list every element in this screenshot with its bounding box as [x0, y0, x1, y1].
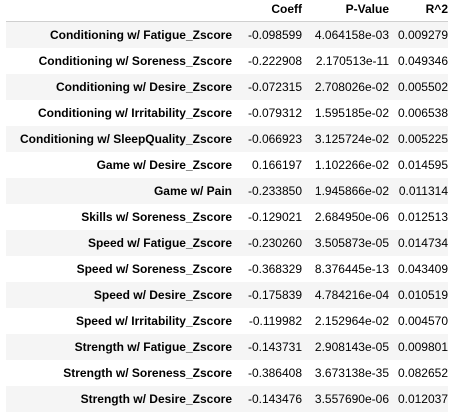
row-label: Strength w/ Desire_Zscore	[80, 391, 232, 406]
pvalue-cell: 2.170513e-11	[315, 53, 389, 68]
table-body: Conditioning w/ Fatigue_Zscore -0.098599 4…	[6, 21, 448, 412]
r2-cell: 0.006538	[397, 105, 448, 120]
table-row: Conditioning w/ SleepQuality_Zscore -0.06…	[6, 125, 448, 152]
table-row: Skills w/ Soreness_Zscore -0.129021 2.6849…	[6, 203, 448, 230]
pvalue-cell: 2.152964e-02	[314, 313, 389, 328]
pvalue-cell: 3.673138e-35	[314, 365, 389, 380]
pvalue-cell: 1.945866e-02	[314, 183, 389, 198]
r2-cell: 0.011314	[398, 183, 448, 198]
pvalue-cell: 2.908143e-05	[314, 339, 389, 354]
table-row: Speed w/ Desire_Zscore -0.175839 4.784216e…	[6, 281, 448, 308]
r2-cell: 0.014734	[397, 235, 448, 250]
header-row: Coeff P-Value R^2	[6, 0, 448, 22]
r2-cell: 0.014595	[397, 157, 448, 172]
row-label: Game w/ Pain	[153, 183, 232, 198]
coeff-cell: -0.143731	[247, 339, 302, 354]
pvalue-cell: 4.064158e-03	[314, 27, 389, 42]
pvalue-cell: 1.595185e-02	[314, 105, 389, 120]
table-row: Strength w/ Desire_Zscore -0.143476 3.5576…	[6, 385, 448, 412]
table-row: Game w/ Pain -0.233850 1.945866e-02 0.01131…	[6, 177, 448, 204]
coeff-cell: -0.368329	[247, 261, 302, 276]
coeff-cell: -0.233850	[247, 183, 302, 198]
table-row: Speed w/ Irritability_Zscore -0.119982 2.1…	[6, 307, 448, 334]
coeff-cell: -0.119982	[248, 313, 302, 328]
coeff-cell: -0.230260	[247, 235, 302, 250]
table-row: Conditioning w/ Desire_Zscore -0.072315 2.…	[6, 73, 448, 100]
table-row: Game w/ Desire_Zscore 0.166197 1.102266e-0…	[6, 151, 448, 178]
table-row: Strength w/ Fatigue_Zscore -0.143731 2.908…	[6, 333, 448, 360]
pvalue-cell: 2.684950e-06	[314, 209, 389, 224]
coeff-cell: -0.079312	[247, 105, 302, 120]
coeff-cell: -0.098599	[247, 27, 302, 42]
row-label: Conditioning w/ Soreness_Zscore	[38, 53, 232, 68]
r2-cell: 0.010519	[397, 287, 448, 302]
row-label: Speed w/ Soreness_Zscore	[76, 261, 232, 276]
row-label: Conditioning w/ SleepQuality_Zscore	[19, 131, 232, 146]
row-label: Strength w/ Soreness_Zscore	[63, 365, 232, 380]
pvalue-cell: 8.376445e-13	[314, 261, 389, 276]
table-header: Coeff P-Value R^2	[6, 0, 448, 22]
table-row: Speed w/ Fatigue_Zscore -0.230260 3.505873…	[6, 229, 448, 256]
results-table: Coeff P-Value R^2 Conditioning w/ Fatigu…	[6, 0, 448, 412]
pvalue-cell: 3.125724e-02	[314, 131, 389, 146]
r2-cell: 0.049346	[397, 53, 448, 68]
row-label: Strength w/ Fatigue_Zscore	[74, 339, 232, 354]
coeff-cell: -0.072315	[247, 79, 302, 94]
pvalue-cell: 3.505873e-05	[314, 235, 389, 250]
row-label: Speed w/ Desire_Zscore	[93, 287, 232, 302]
coeff-cell: -0.222908	[247, 53, 302, 68]
table-row: Strength w/ Soreness_Zscore -0.386408 3.67…	[6, 359, 448, 386]
coeff-cell: -0.066923	[247, 131, 302, 146]
row-label: Conditioning w/ Desire_Zscore	[55, 79, 232, 94]
coeff-cell: -0.386408	[247, 365, 302, 380]
r2-cell: 0.005225	[397, 131, 448, 146]
column-header-coeff: Coeff	[232, 0, 302, 22]
r2-cell: 0.009801	[397, 339, 448, 354]
r2-cell: 0.009279	[397, 27, 448, 42]
r2-cell: 0.012037	[397, 391, 448, 406]
coeff-cell: -0.175839	[247, 287, 302, 302]
r2-cell: 0.012513	[397, 209, 448, 224]
row-label: Conditioning w/ Irritability_Zscore	[37, 105, 232, 120]
index-header	[6, 0, 232, 22]
row-label: Skills w/ Soreness_Zscore	[81, 209, 232, 224]
table-row: Conditioning w/ Fatigue_Zscore -0.098599 4…	[6, 21, 448, 48]
coeff-cell: -0.129021	[247, 209, 302, 224]
row-label: Conditioning w/ Fatigue_Zscore	[49, 27, 232, 42]
coeff-cell: -0.143476	[247, 391, 302, 406]
r2-cell: 0.043409	[397, 261, 448, 276]
r2-cell: 0.004570	[397, 313, 448, 328]
r2-cell: 0.082652	[397, 365, 448, 380]
column-header-pvalue: P-Value	[302, 0, 389, 22]
pvalue-cell: 4.784216e-04	[314, 287, 389, 302]
pvalue-cell: 1.102266e-02	[314, 157, 389, 172]
row-label: Speed w/ Fatigue_Zscore	[87, 235, 232, 250]
r2-cell: 0.005502	[397, 79, 448, 94]
row-label: Speed w/ Irritability_Zscore	[75, 313, 232, 328]
coeff-cell: 0.166197	[251, 157, 302, 172]
pvalue-cell: 2.708026e-02	[314, 79, 389, 94]
row-label: Game w/ Desire_Zscore	[96, 157, 232, 172]
table-row: Conditioning w/ Soreness_Zscore -0.222908…	[6, 47, 448, 74]
column-header-r2: R^2	[389, 0, 448, 22]
pvalue-cell: 3.557690e-06	[314, 391, 389, 406]
table-row: Conditioning w/ Irritability_Zscore -0.07…	[6, 99, 448, 126]
table-row: Speed w/ Soreness_Zscore -0.368329 8.37644…	[6, 255, 448, 282]
